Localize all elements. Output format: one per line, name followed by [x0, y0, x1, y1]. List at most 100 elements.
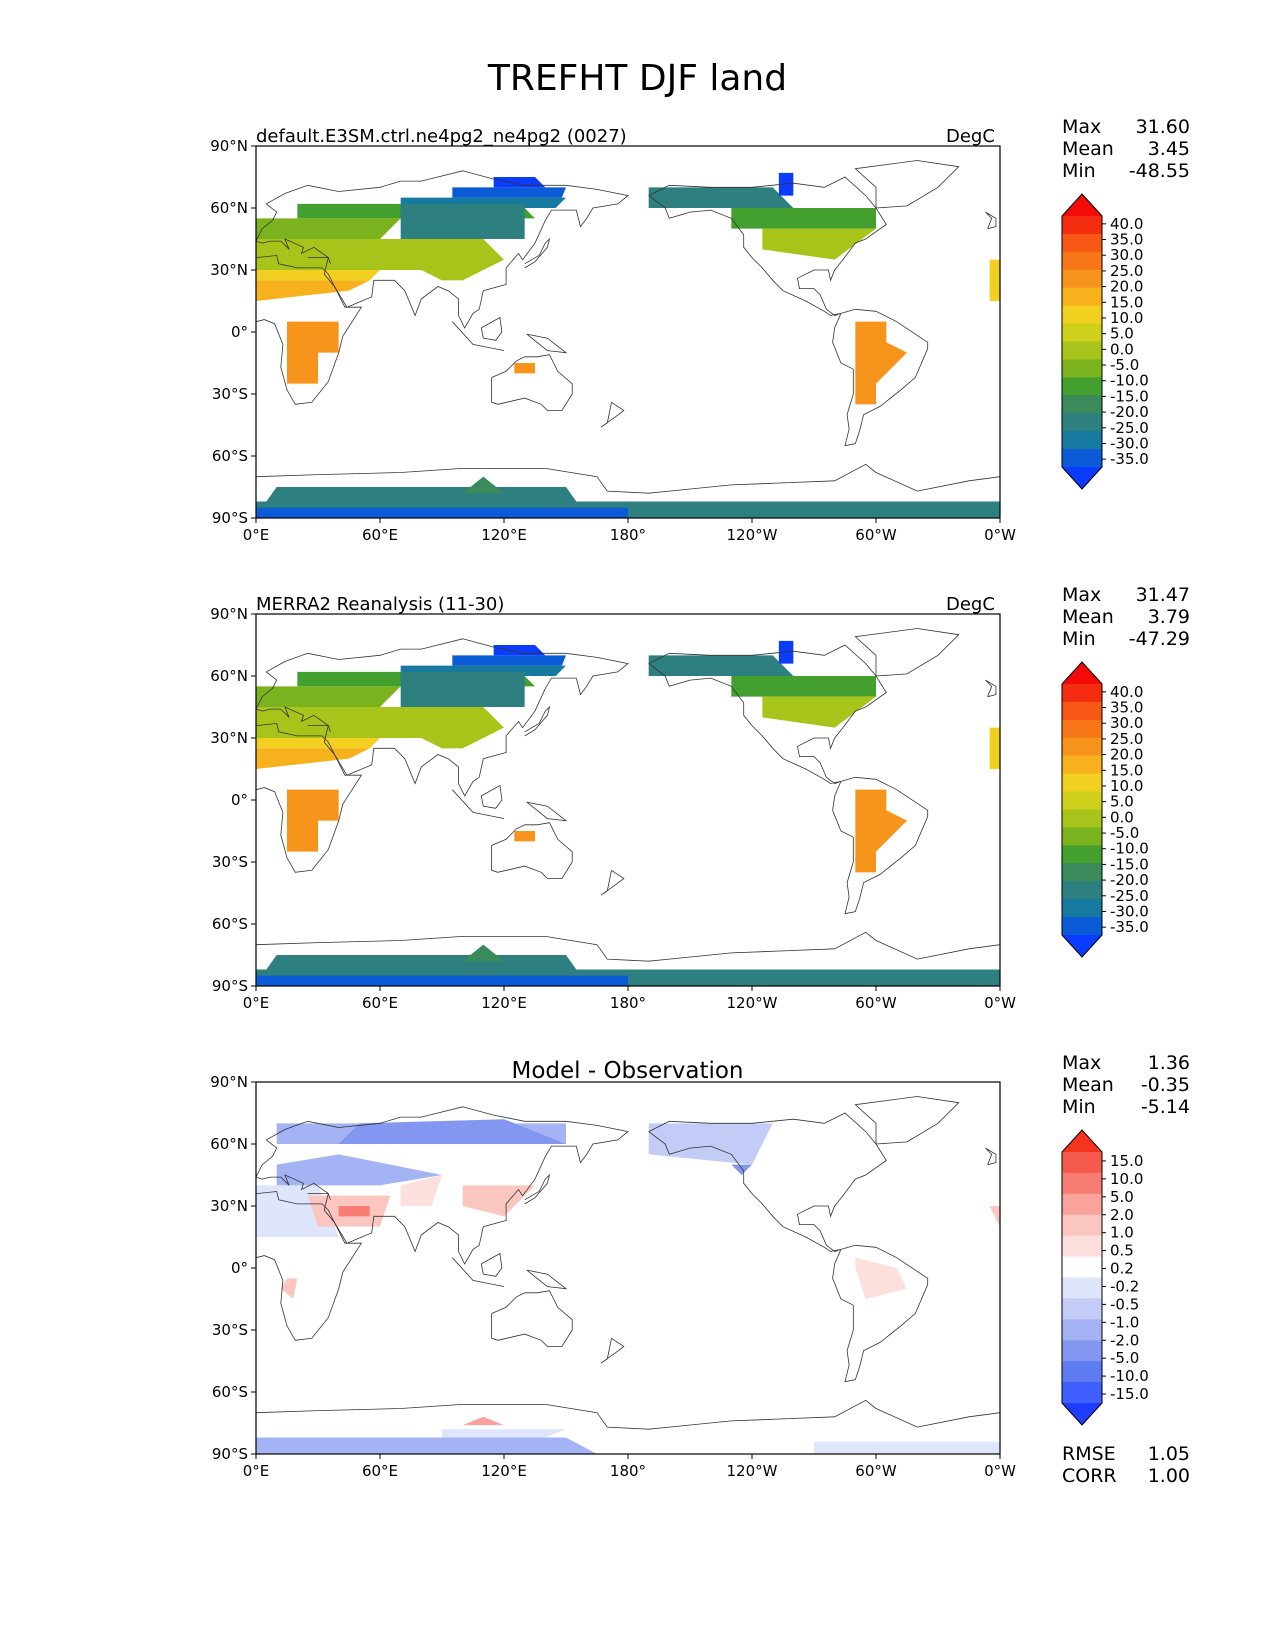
- colorbar-tick-label: -30.0: [1110, 434, 1149, 452]
- colorbar-segment: [1062, 809, 1102, 828]
- field-region: [814, 973, 1000, 986]
- lon-tick-label: 0°E: [243, 526, 270, 544]
- colorbar-extend-bottom: [1062, 935, 1102, 957]
- colorbar-segment: [1062, 863, 1102, 882]
- colorbar-tick-label: -1.0: [1110, 1313, 1139, 1331]
- coastline: [985, 1147, 997, 1166]
- field-region: [442, 1429, 566, 1438]
- colorbar-segment: [1062, 755, 1102, 775]
- mean-label: Mean: [1062, 606, 1114, 628]
- colorbar-segment: [1062, 684, 1102, 703]
- stats-box: Max 31.60 Mean 3.45 Min -48.55: [1062, 116, 1190, 182]
- coastline: [307, 1193, 331, 1200]
- min-value: -5.14: [1140, 1096, 1190, 1118]
- field-region: [989, 727, 1000, 769]
- field-region: [648, 655, 794, 676]
- colorbar-segment: [1062, 233, 1102, 253]
- field-region: [731, 676, 876, 697]
- map-frame: [255, 145, 1001, 519]
- colorbar-tick-label: -5.0: [1110, 1349, 1139, 1367]
- lat-tick-label: 90°N: [210, 1073, 248, 1091]
- colorbar-tick-label: -30.0: [1110, 902, 1149, 920]
- stats-box: Max 1.36 Mean -0.35 Min -5.14: [1062, 1052, 1190, 1118]
- lat-tick-label: 30°N: [210, 261, 248, 279]
- map-plot: 90°N 60°N 30°N 0° 30°S 60°S 90°S0°E 60°E 120°E 18…: [210, 1073, 1016, 1480]
- colorbar-tick-label: 5.0: [1110, 325, 1134, 343]
- field-region: [256, 1437, 597, 1454]
- colorbar-tick-label: 35.0: [1110, 231, 1143, 249]
- coastline: [256, 1399, 1000, 1430]
- lat-tick-label: 90°N: [210, 605, 248, 623]
- lat-tick-label: 90°S: [212, 977, 248, 995]
- panel-title-center: Model - Observation: [511, 1058, 744, 1084]
- colorbar-tick-label: 40.0: [1110, 683, 1143, 701]
- colorbar-tick-label: -25.0: [1110, 419, 1149, 437]
- colorbar-tick-label: 25.0: [1110, 730, 1143, 748]
- colorbar-segment: [1062, 323, 1102, 342]
- coastline: [256, 463, 1000, 494]
- coastline: [480, 1252, 503, 1277]
- map-plot: 90°N 60°N 30°N 0° 30°S 60°S 90°S0°E 60°E 120°E 18…: [210, 137, 1016, 544]
- colorbar-segment: [1062, 305, 1102, 325]
- field-region: [266, 487, 577, 502]
- map-frame: [255, 613, 1001, 987]
- lon-tick-label: 60°E: [362, 1462, 398, 1480]
- field-region: [855, 321, 907, 405]
- coastline: [526, 333, 568, 354]
- coastline: [600, 401, 625, 428]
- coastline: [648, 1112, 887, 1252]
- colorbar: 40.035.030.025.020.015.010.05.00.0-5.0-1…: [1061, 193, 1149, 490]
- max-value: 1.36: [1147, 1052, 1190, 1074]
- field-region: [256, 975, 628, 986]
- colorbar-segment: [1062, 216, 1102, 235]
- colorbar: 15.010.05.02.01.00.50.2-0.2-0.5-1.0-2.0-…: [1061, 1129, 1149, 1426]
- coastline: [832, 308, 929, 447]
- colorbar-segment: [1062, 917, 1102, 936]
- colorbar-tick-label: -15.0: [1110, 1385, 1149, 1403]
- colorbar-tick-label: -10.0: [1110, 372, 1149, 390]
- field-region: [989, 1206, 1000, 1227]
- lon-tick-label: 180°: [610, 994, 646, 1012]
- panel-title-left: default.E3SM.ctrl.ne4pg2_ne4pg2 (0027): [256, 126, 627, 147]
- colorbar-tick-label: -5.0: [1110, 356, 1139, 374]
- lat-tick-label: 30°N: [210, 729, 248, 747]
- colorbar-extend-top: [1062, 194, 1102, 216]
- colorbar-tick-label: 20.0: [1110, 746, 1143, 764]
- max-label: Max: [1062, 584, 1102, 606]
- colorbar-outline: [1061, 661, 1103, 958]
- field-region: [462, 1185, 535, 1217]
- coastline: [307, 725, 331, 732]
- colorbar-tick-label: 10.0: [1110, 309, 1143, 327]
- coastline: [600, 1337, 625, 1364]
- colorbar-segment: [1062, 1193, 1102, 1216]
- field-region: [338, 1206, 370, 1217]
- coastline: [854, 160, 960, 209]
- panel-title-left: MERRA2 Reanalysis (11-30): [256, 594, 505, 615]
- field-region: [493, 645, 546, 656]
- coastline: [600, 869, 625, 896]
- colorbar-segment: [1062, 1382, 1102, 1404]
- coastline: [648, 644, 887, 784]
- lon-tick-label: 60°E: [362, 994, 398, 1012]
- colorbar-tick-label: 5.0: [1110, 793, 1134, 811]
- colorbar-tick-label: 0.5: [1110, 1242, 1134, 1260]
- colorbar-segment: [1062, 251, 1102, 271]
- corr-label: CORR: [1062, 1465, 1117, 1487]
- field-region: [256, 239, 504, 281]
- colorbar-segment: [1062, 773, 1102, 793]
- min-value: -47.29: [1128, 628, 1190, 650]
- lon-tick-label: 60°W: [855, 994, 897, 1012]
- max-value: 31.47: [1135, 584, 1190, 606]
- colorbar-extend-top: [1062, 662, 1102, 684]
- colorbar-tick-label: -5.0: [1110, 824, 1139, 842]
- colorbar-tick-label: -2.0: [1110, 1331, 1139, 1349]
- colorbar-segment: [1062, 701, 1102, 721]
- max-label: Max: [1062, 1052, 1102, 1074]
- field-region: [462, 944, 504, 962]
- colorbar-tick-label: -35.0: [1110, 450, 1149, 468]
- lon-tick-label: 120°W: [727, 1462, 778, 1480]
- colorbar-tick-label: -10.0: [1110, 1367, 1149, 1385]
- field-region: [855, 1257, 907, 1299]
- colorbar-outline: [1061, 1129, 1103, 1426]
- field-region: [276, 1154, 442, 1186]
